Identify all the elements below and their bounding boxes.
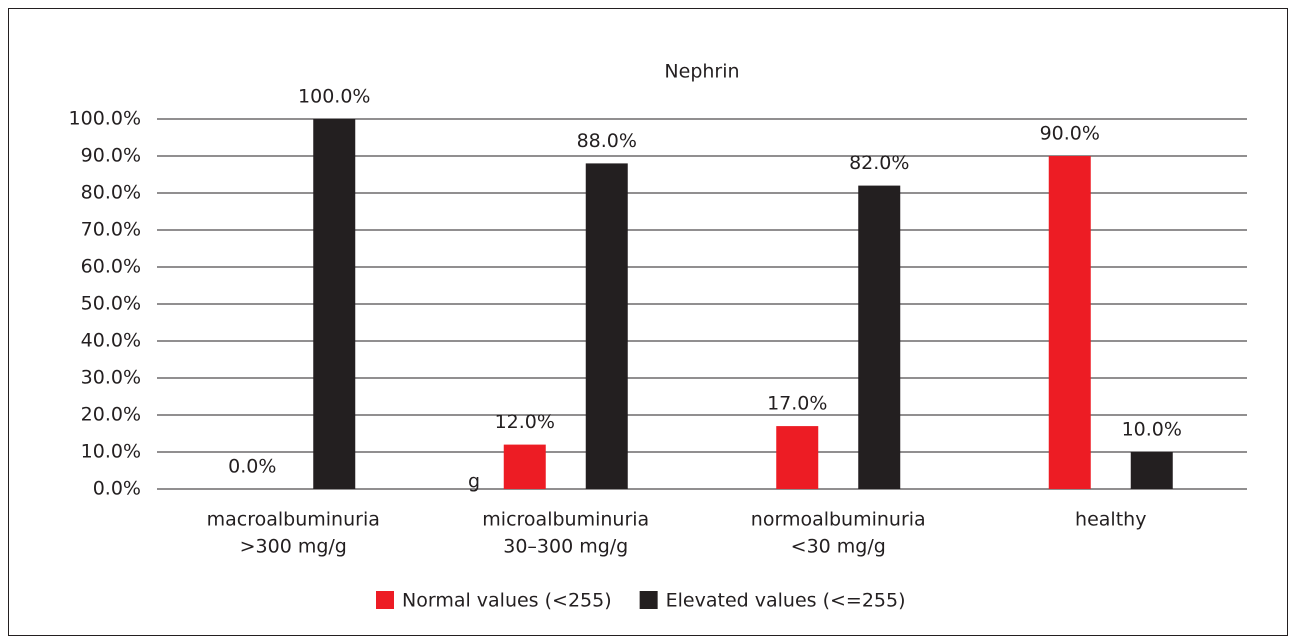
y-tick-label: 70.0% [81,219,141,241]
y-tick-label: 90.0% [81,145,141,167]
y-tick-label: 10.0% [81,441,141,463]
legend-swatch [639,591,658,609]
chart-title: Nephrin [664,61,739,83]
bar [313,119,356,489]
value-label: 10.0% [1122,419,1182,441]
value-label: 17.0% [767,393,827,415]
legend-label: Normal values (<255) [402,590,612,612]
bar [1048,156,1091,489]
x-tick-label: 30–300 mg/g [503,536,628,558]
value-label: 100.0% [298,86,370,108]
bar [858,185,901,489]
x-tick-label: >300 mg/g [240,536,347,558]
value-label: 88.0% [577,130,637,152]
bar [776,426,819,489]
y-tick-label: 50.0% [81,293,141,315]
bar [503,444,546,489]
y-tick-label: 20.0% [81,404,141,426]
x-tick-label: microalbuminuria [482,509,649,531]
value-label: 90.0% [1040,123,1100,145]
bar [1130,452,1173,489]
bar [585,163,628,489]
y-tick-label: 40.0% [81,330,141,352]
y-tick-label: 80.0% [81,182,141,204]
legend-swatch [376,591,394,609]
legend-label: Elevated values (<=255) [666,590,906,612]
y-tick-label: 100.0% [69,108,141,130]
value-label: 82.0% [849,152,909,174]
y-tick-label: 30.0% [81,367,141,389]
x-tick-label: normoalbuminuria [751,509,926,531]
x-tick-label: healthy [1075,509,1146,531]
value-label: 0.0% [228,456,276,478]
value-label: 12.0% [495,411,555,433]
y-tick-label: 0.0% [93,478,141,500]
annotation: g [468,471,480,493]
chart-frame [8,8,1288,636]
x-tick-label: <30 mg/g [791,536,886,558]
y-tick-label: 60.0% [81,256,141,278]
x-tick-label: macroalbuminuria [207,509,380,531]
